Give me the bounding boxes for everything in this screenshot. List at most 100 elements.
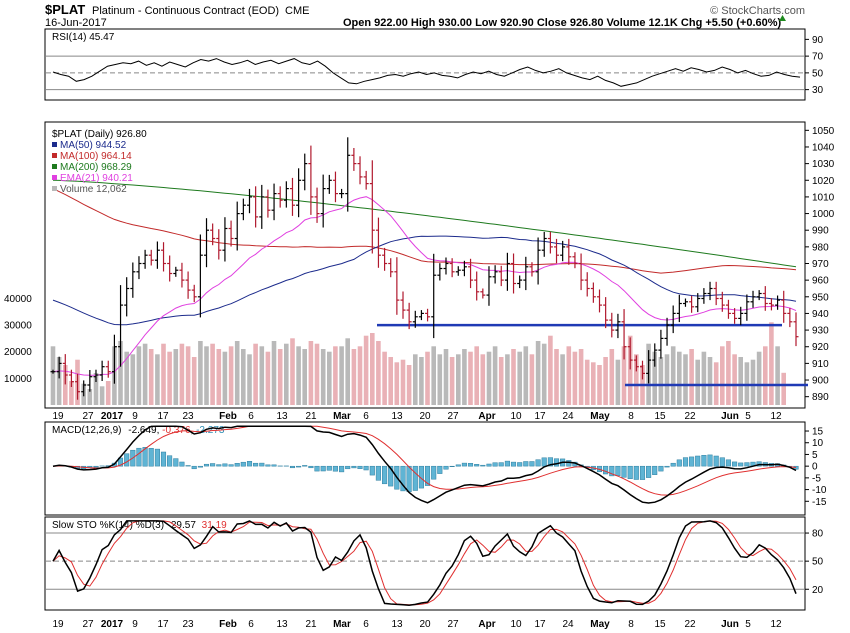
volume-bar xyxy=(290,338,295,405)
ohlc-bar xyxy=(351,148,357,171)
macd-hist-bar xyxy=(253,462,259,467)
ohlc-bar xyxy=(603,297,609,329)
y-tick-label: 910 xyxy=(812,359,829,370)
legend-entry: MA(100) 964.14 xyxy=(60,151,132,162)
macd-hist-bar xyxy=(541,457,547,467)
ma100-line xyxy=(52,188,797,274)
macd-hist-bar xyxy=(197,465,203,468)
volume-bar xyxy=(658,357,664,405)
ohlc-bar xyxy=(689,295,695,313)
volume-bar xyxy=(683,354,688,405)
ohlc-bar xyxy=(517,275,523,289)
macd-hist-bar xyxy=(185,465,191,467)
ma200-line xyxy=(52,179,797,268)
macd-hist-bar xyxy=(375,465,381,481)
volume-bar xyxy=(370,333,375,405)
y-tick-label: -15 xyxy=(812,497,827,508)
ohlc-bar xyxy=(529,262,535,277)
x-tick-label: Mar xyxy=(333,619,351,630)
volume-bar xyxy=(621,346,627,405)
ohlc-bar xyxy=(560,240,566,262)
ohlc-bar xyxy=(781,290,787,323)
macd-hist-bar xyxy=(240,461,246,467)
ohlc-bar xyxy=(167,255,173,282)
ohlc-bar xyxy=(406,302,412,330)
volume-bar xyxy=(388,357,393,405)
sto-value-2: 31.19 xyxy=(202,520,227,531)
x-tick-label: 10 xyxy=(510,619,522,630)
ohlc-bar xyxy=(388,258,394,278)
macd-hist-bar xyxy=(388,465,394,487)
macd-hist-bar xyxy=(652,465,658,475)
volume-bar xyxy=(634,354,639,405)
volume-bar xyxy=(419,357,424,405)
ohlc-bar xyxy=(130,262,136,298)
macd-hist-bar xyxy=(406,465,412,493)
macd-hist-bar xyxy=(369,465,375,476)
y-tick-label: 900 xyxy=(812,376,829,387)
macd-hist-bar xyxy=(424,465,431,486)
macd-hist-bar xyxy=(467,463,474,467)
y-tick-label: 990 xyxy=(812,226,829,237)
macd-hist-bar xyxy=(621,465,627,478)
macd-hist-bar xyxy=(670,462,676,467)
volume-bar xyxy=(480,354,486,405)
volume-bar xyxy=(376,341,381,405)
y-tick-label: 960 xyxy=(812,276,829,287)
volume-bar xyxy=(161,343,166,405)
x-tick-label: 23 xyxy=(182,411,194,422)
x-tick-label: 9 xyxy=(132,411,138,422)
volume-bar xyxy=(591,362,596,405)
legend-swatch xyxy=(52,186,57,191)
volume-bar xyxy=(148,349,154,405)
x-tick-label: 10 xyxy=(510,411,522,422)
macd-hist-bar xyxy=(351,465,357,469)
ohlc-bar xyxy=(535,237,541,285)
macd-label: MACD(12,26,9) xyxy=(52,425,121,436)
ohlc-bar xyxy=(118,285,124,367)
volume-tick-label: 20000 xyxy=(4,347,32,358)
macd-hist-bar xyxy=(210,463,216,467)
ohlc-bar xyxy=(707,281,713,301)
volume-bar xyxy=(284,343,289,405)
x-tick-label: Jun xyxy=(721,619,739,630)
volume-bar xyxy=(339,346,344,405)
x-tick-label: 13 xyxy=(391,411,403,422)
volume-bar xyxy=(63,365,68,405)
legend-swatch xyxy=(52,142,57,147)
macd-hist-bar xyxy=(517,462,523,467)
ohlc-bar xyxy=(431,253,437,339)
ohlc-bar xyxy=(504,252,510,291)
volume-bar xyxy=(253,343,258,405)
rsi-frame xyxy=(44,28,806,101)
volume-bar xyxy=(204,346,209,405)
ohlc-bar xyxy=(326,174,332,194)
ohlc-summary: Open 922.00 High 930.00 Low 920.90 Close… xyxy=(343,17,782,29)
ohlc-bar xyxy=(75,373,81,400)
x-tick-label: 13 xyxy=(391,619,403,630)
macd-hist-bar xyxy=(222,463,228,467)
volume-bar xyxy=(689,349,694,405)
ohlc-bar xyxy=(775,295,781,310)
macd-hist-bar xyxy=(732,461,738,467)
volume-bar xyxy=(707,357,713,405)
ohlc-bar xyxy=(492,265,498,284)
y-tick-label: 1050 xyxy=(812,126,835,137)
volume-bar xyxy=(327,351,332,405)
macd-hist-bar xyxy=(664,465,670,468)
volume-bar xyxy=(105,381,111,405)
x-tick-label: 22 xyxy=(684,411,696,422)
ohlc-bar xyxy=(179,262,185,288)
macd-value-1: -2.649 xyxy=(128,425,157,436)
ohlc-bar xyxy=(185,271,191,299)
price-label: $PLAT (Daily) 926.80 xyxy=(52,129,147,140)
volume-bar xyxy=(578,349,584,405)
ohlc-bar xyxy=(738,306,744,326)
x-tick-label: May xyxy=(590,411,610,422)
volume-bar xyxy=(382,351,387,405)
volume-bar xyxy=(247,354,252,405)
macd-hist-bar xyxy=(646,465,652,478)
volume-bar xyxy=(265,351,271,405)
macd-hist-bar xyxy=(265,464,271,467)
y-tick-label: 980 xyxy=(812,242,829,253)
